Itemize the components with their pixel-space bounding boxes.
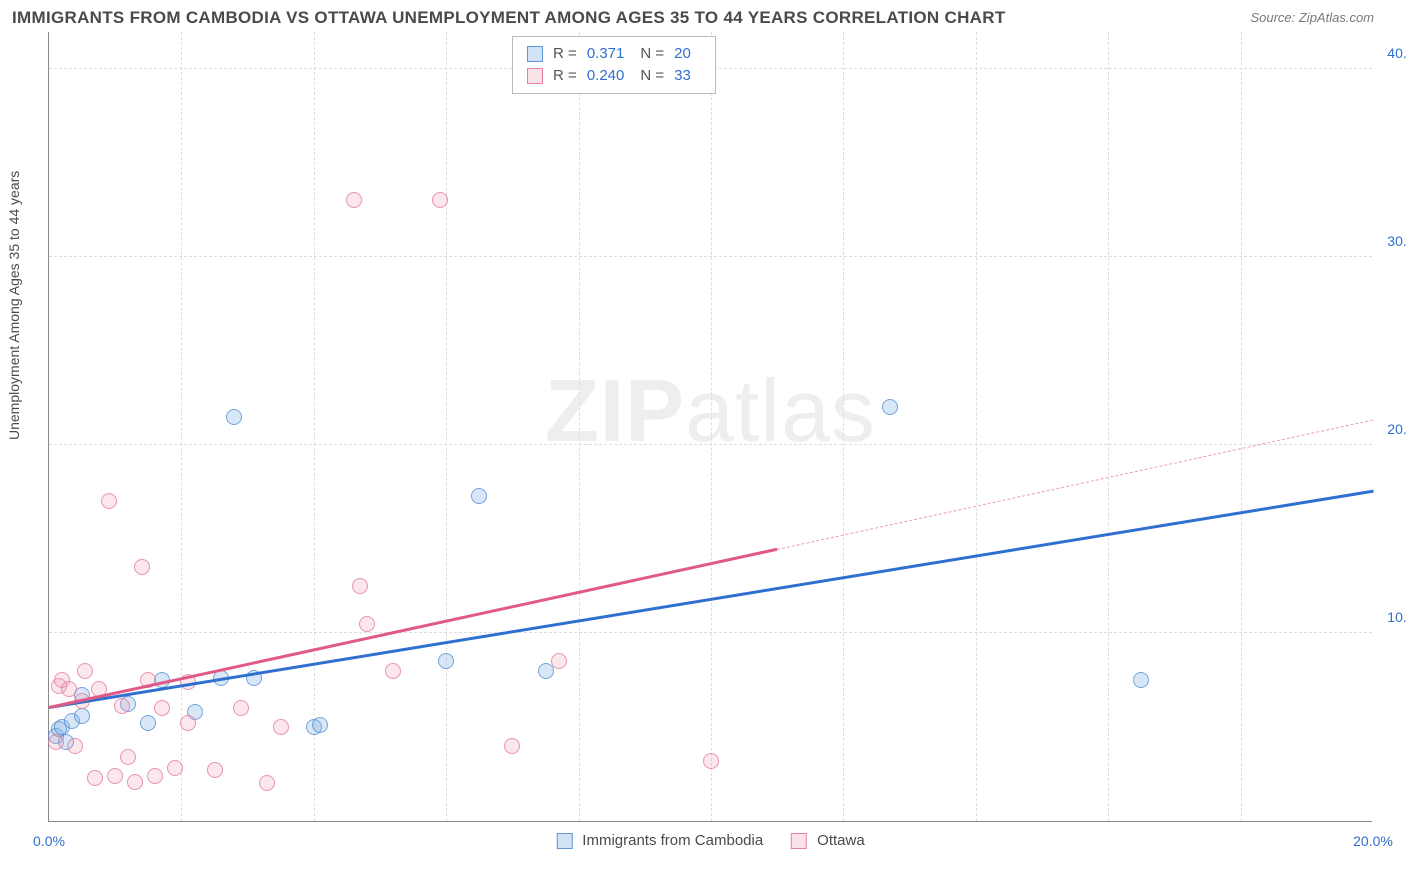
data-point bbox=[259, 775, 275, 791]
data-point bbox=[127, 774, 143, 790]
data-point bbox=[346, 192, 362, 208]
gridline-vertical bbox=[1241, 32, 1242, 821]
data-point bbox=[551, 653, 567, 669]
data-point bbox=[703, 753, 719, 769]
stat-r-value: 0.371 bbox=[587, 43, 625, 65]
scatter-plot: ZIPatlas 10.0%20.0%30.0%40.0%0.0%20.0%R … bbox=[48, 32, 1372, 822]
data-point bbox=[180, 715, 196, 731]
legend-swatch bbox=[527, 46, 543, 62]
data-point bbox=[167, 760, 183, 776]
y-tick-label: 40.0% bbox=[1387, 45, 1406, 61]
data-point bbox=[352, 578, 368, 594]
stats-box: R = 0.371 N = 20 R = 0.240 N = 33 bbox=[512, 36, 716, 94]
trend-line bbox=[777, 419, 1373, 549]
y-tick-label: 20.0% bbox=[1387, 421, 1406, 437]
legend-label: Ottawa bbox=[817, 832, 865, 849]
stat-n-value: 33 bbox=[674, 65, 691, 87]
gridline-vertical bbox=[181, 32, 182, 821]
data-point bbox=[226, 409, 242, 425]
legend-swatch bbox=[527, 68, 543, 84]
stats-row: R = 0.240 N = 33 bbox=[527, 65, 701, 87]
chart-source: Source: ZipAtlas.com bbox=[1250, 10, 1374, 25]
bottom-legend: Immigrants from Cambodia Ottawa bbox=[556, 832, 864, 849]
data-point bbox=[61, 681, 77, 697]
data-point bbox=[154, 700, 170, 716]
legend-item: Ottawa bbox=[791, 832, 865, 849]
data-point bbox=[385, 663, 401, 679]
stat-n-label: N = bbox=[640, 43, 664, 65]
gridline-vertical bbox=[314, 32, 315, 821]
data-point bbox=[67, 738, 83, 754]
gridline-vertical bbox=[1108, 32, 1109, 821]
data-point bbox=[1133, 672, 1149, 688]
data-point bbox=[147, 768, 163, 784]
x-tick-label: 20.0% bbox=[1353, 833, 1393, 849]
y-axis-label: Unemployment Among Ages 35 to 44 years bbox=[6, 171, 22, 440]
data-point bbox=[504, 738, 520, 754]
x-tick-label: 0.0% bbox=[33, 833, 65, 849]
data-point bbox=[207, 762, 223, 778]
data-point bbox=[74, 708, 90, 724]
legend-swatch bbox=[556, 833, 572, 849]
data-point bbox=[273, 719, 289, 735]
stat-n-label: N = bbox=[640, 65, 664, 87]
legend-item: Immigrants from Cambodia bbox=[556, 832, 763, 849]
stats-row: R = 0.371 N = 20 bbox=[527, 43, 701, 65]
legend-label: Immigrants from Cambodia bbox=[582, 832, 763, 849]
data-point bbox=[432, 192, 448, 208]
data-point bbox=[77, 663, 93, 679]
data-point bbox=[438, 653, 454, 669]
y-tick-label: 10.0% bbox=[1387, 609, 1406, 625]
y-tick-label: 30.0% bbox=[1387, 233, 1406, 249]
data-point bbox=[471, 488, 487, 504]
data-point bbox=[101, 493, 117, 509]
data-point bbox=[140, 715, 156, 731]
gridline-vertical bbox=[711, 32, 712, 821]
data-point bbox=[233, 700, 249, 716]
data-point bbox=[312, 717, 328, 733]
stat-r-label: R = bbox=[553, 43, 577, 65]
gridline-vertical bbox=[843, 32, 844, 821]
data-point bbox=[134, 559, 150, 575]
legend-swatch bbox=[791, 833, 807, 849]
data-point bbox=[114, 698, 130, 714]
stat-r-label: R = bbox=[553, 65, 577, 87]
trend-line bbox=[49, 547, 778, 708]
data-point bbox=[107, 768, 123, 784]
stat-n-value: 20 bbox=[674, 43, 691, 65]
data-point bbox=[87, 770, 103, 786]
data-point bbox=[882, 399, 898, 415]
gridline-vertical bbox=[579, 32, 580, 821]
data-point bbox=[120, 749, 136, 765]
stat-r-value: 0.240 bbox=[587, 65, 625, 87]
gridline-vertical bbox=[446, 32, 447, 821]
data-point bbox=[359, 616, 375, 632]
data-point bbox=[48, 734, 64, 750]
gridline-vertical bbox=[976, 32, 977, 821]
chart-title: IMMIGRANTS FROM CAMBODIA VS OTTAWA UNEMP… bbox=[12, 8, 1006, 28]
